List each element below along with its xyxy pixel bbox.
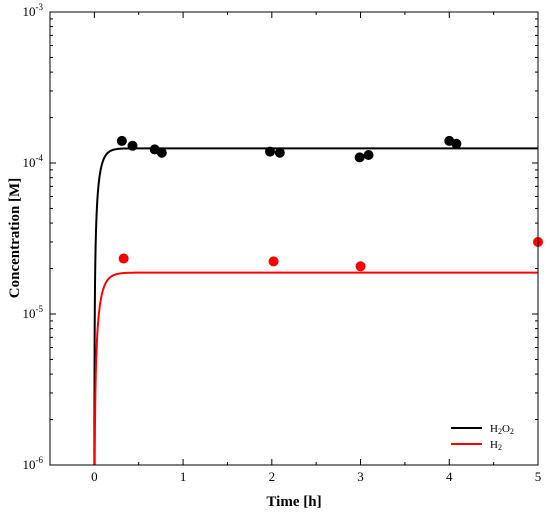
data-point-h2o2 xyxy=(363,149,374,160)
data-point-h2o2 xyxy=(451,138,462,149)
x-tick-label: 1 xyxy=(180,469,187,484)
data-point-h2 xyxy=(118,253,129,264)
y-axis-title: Concentration [M] xyxy=(7,178,23,298)
x-axis-title: Time [h] xyxy=(266,494,321,510)
y-tick-label-base: 10 xyxy=(23,457,36,472)
plot-frame xyxy=(49,11,539,466)
y-tick-label: 10-3 xyxy=(23,2,44,19)
y-tick-label-base: 10 xyxy=(23,4,36,19)
data-point-h2o2 xyxy=(116,135,127,146)
fit-curves xyxy=(93,147,538,465)
legend-label-part: 2 xyxy=(498,443,502,452)
x-tick-label: 0 xyxy=(91,469,98,484)
fit-curve-h2 xyxy=(93,271,538,465)
fit-curve-h2o2 xyxy=(93,147,538,465)
x-tick-label: 3 xyxy=(357,469,364,484)
data-point-h2 xyxy=(268,256,279,267)
legend-label-part: O xyxy=(502,423,510,435)
y-tick-label-exponent: -6 xyxy=(36,455,44,465)
legend-label-part: 2 xyxy=(510,427,514,436)
data-point-h2o2 xyxy=(156,147,167,158)
x-tick-label: 5 xyxy=(535,469,542,484)
axis-ticks xyxy=(49,11,539,466)
data-point-h2o2 xyxy=(354,152,365,163)
x-tick-labels: 0 1 2 3 4 5 xyxy=(91,469,541,484)
y-tick-labels: 10-610-510-410-3 xyxy=(23,2,44,472)
y-tick-label-base: 10 xyxy=(23,155,36,170)
data-point-h2o2 xyxy=(265,146,276,157)
x-tick-label: 2 xyxy=(269,469,276,484)
data-point-h2o2 xyxy=(274,147,285,158)
y-tick-label-exponent: -4 xyxy=(36,153,44,163)
data-point-h2 xyxy=(355,261,366,272)
y-tick-label: 10-5 xyxy=(23,304,44,321)
data-points xyxy=(116,135,543,272)
data-point-h2o2 xyxy=(127,140,138,151)
legend-label-part: H xyxy=(490,439,498,451)
legend-label-h2: H2 xyxy=(490,439,502,452)
y-tick-label: 10-6 xyxy=(23,455,44,472)
legend-label-part: 2 xyxy=(498,427,502,436)
y-tick-label-exponent: -5 xyxy=(36,304,44,314)
legend-label-h2o2: H2O2 xyxy=(490,423,514,436)
y-tick-label: 10-4 xyxy=(23,153,44,170)
legend-label-part: H xyxy=(490,423,498,435)
y-tick-label-base: 10 xyxy=(23,306,36,321)
x-tick-label: 4 xyxy=(446,469,453,484)
y-tick-label-exponent: -3 xyxy=(36,2,44,12)
